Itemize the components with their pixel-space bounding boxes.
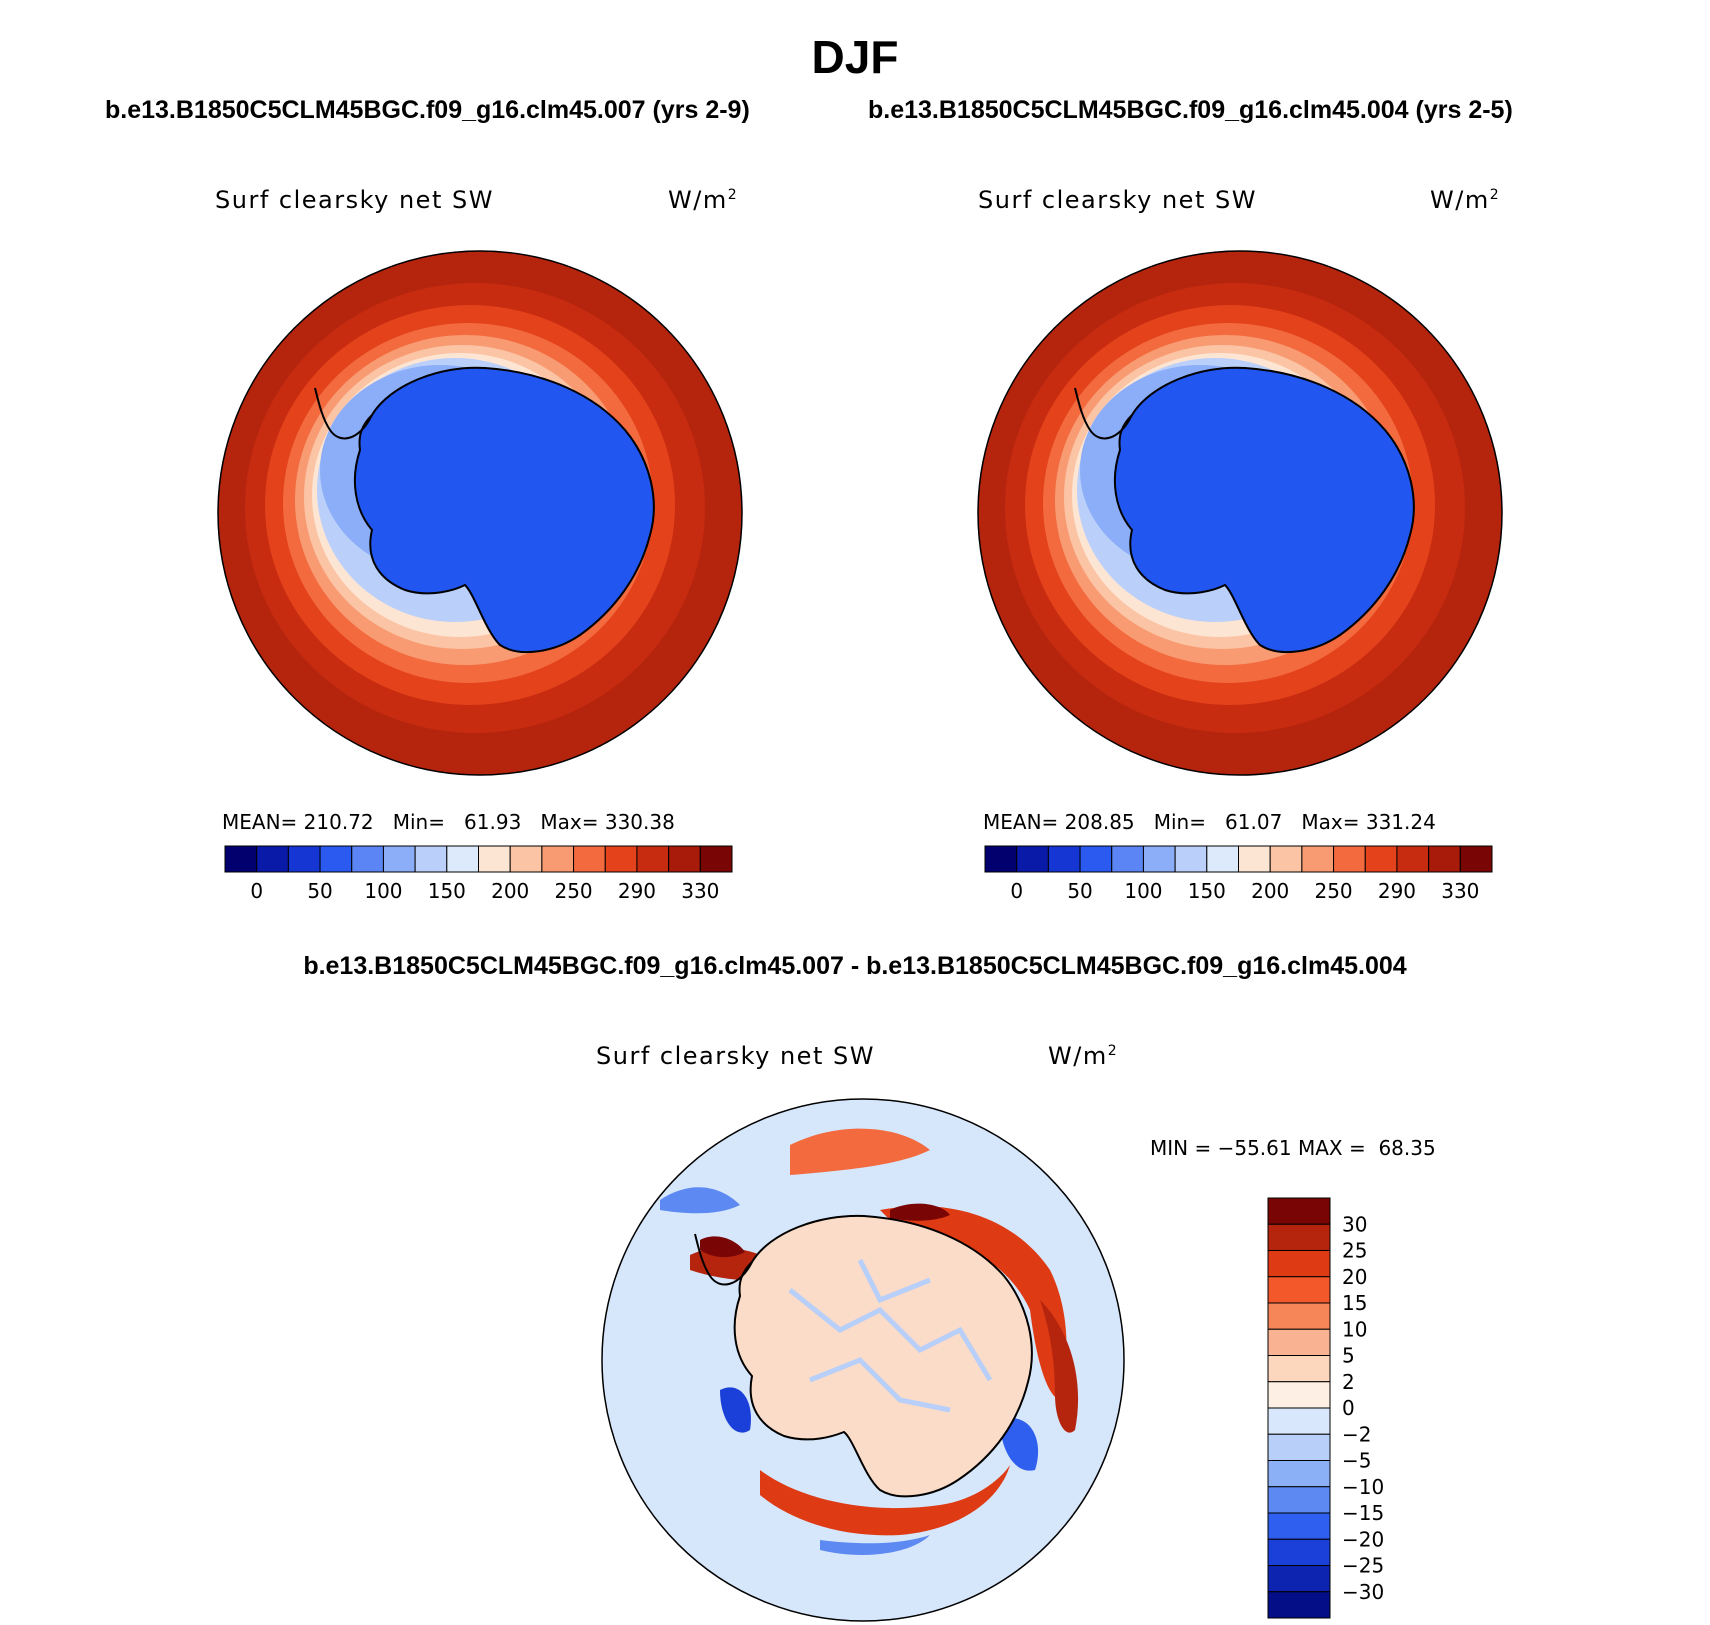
colorbar-tick-label: 25 — [1342, 1239, 1367, 1263]
colorbar-tick-label: −5 — [1342, 1449, 1371, 1473]
colorbar-tick-label: 15 — [1342, 1291, 1367, 1315]
colorbar-tick-label: 330 — [681, 879, 719, 903]
colorbar-tick-label: −25 — [1342, 1554, 1384, 1578]
colorbar-tick-label: 50 — [1067, 879, 1092, 903]
colorbar-tick-label: 250 — [1314, 879, 1352, 903]
colorbar-cell — [573, 845, 606, 873]
colorbar-cell — [1267, 1381, 1331, 1409]
colorbar-cell — [1267, 1302, 1331, 1330]
colorbar-cell — [1047, 845, 1081, 873]
colorbar-cell — [1142, 845, 1176, 873]
difference-map — [601, 1098, 1125, 1622]
colorbar-cell — [1267, 1538, 1331, 1566]
left-colorbar: 0 50 100 150 200 250 290 330 — [224, 845, 733, 903]
left-map — [217, 250, 743, 776]
colorbar-cell — [287, 845, 321, 873]
colorbar-cell — [319, 845, 353, 873]
colorbar-cell — [382, 845, 416, 873]
colorbar-cell — [1267, 1460, 1331, 1488]
colorbar-cell — [1364, 845, 1398, 873]
colorbar-cell — [604, 845, 638, 873]
colorbar-cell — [1269, 845, 1303, 873]
colorbar-cell — [256, 845, 289, 873]
colorbar-cell — [541, 845, 575, 873]
left-case-title: b.e13.B1850C5CLM45BGC.f09_g16.clm45.007 … — [105, 96, 750, 124]
colorbar-cell — [1238, 845, 1271, 873]
colorbar-cell — [1267, 1355, 1331, 1383]
colorbar-tick-label: 100 — [1124, 879, 1162, 903]
diff-stats: MIN = −55.61 MAX = 68.35 — [1150, 1136, 1436, 1160]
colorbar-tick-label: 10 — [1342, 1317, 1367, 1341]
colorbar-cell — [699, 845, 733, 873]
colorbar-cell — [1267, 1433, 1331, 1461]
colorbar-tick-label: −2 — [1342, 1422, 1371, 1446]
colorbar-tick-label: 330 — [1441, 879, 1479, 903]
colorbar-cell — [1267, 1565, 1331, 1593]
colorbar-tick-label: 0 — [1342, 1396, 1355, 1420]
colorbar-cell — [1301, 845, 1335, 873]
colorbar-tick-label: 0 — [250, 879, 263, 903]
colorbar-cell — [1459, 845, 1493, 873]
right-map — [977, 250, 1503, 776]
colorbar-cell — [1267, 1250, 1331, 1278]
colorbar-tick-label: 50 — [307, 879, 332, 903]
colorbar-cell — [1267, 1223, 1331, 1251]
colorbar-tick-label: 100 — [364, 879, 402, 903]
colorbar-cell — [1396, 845, 1430, 873]
colorbar-tick-label: 5 — [1342, 1344, 1355, 1368]
left-units-label: W/m2 — [668, 186, 739, 214]
colorbar-tick-label: −30 — [1342, 1580, 1384, 1604]
colorbar-tick-label: 20 — [1342, 1265, 1367, 1289]
colorbar-cell — [1079, 845, 1113, 873]
colorbar-cell — [509, 845, 543, 873]
left-stats: MEAN= 210.72 Min= 61.93 Max= 330.38 — [222, 810, 675, 834]
colorbar-tick-label: 200 — [1251, 879, 1289, 903]
colorbar-cell — [414, 845, 448, 873]
colorbar-cell — [1016, 845, 1049, 873]
left-variable-label: Surf clearsky net SW — [215, 186, 494, 214]
right-units-label: W/m2 — [1430, 186, 1501, 214]
colorbar-cell — [1333, 845, 1366, 873]
diff-units-label: W/m2 — [1048, 1042, 1119, 1070]
colorbar-tick-label: 0 — [1010, 879, 1023, 903]
colorbar-cell — [1267, 1276, 1331, 1304]
colorbar-tick-label: 150 — [428, 879, 466, 903]
right-variable-label: Surf clearsky net SW — [978, 186, 1257, 214]
colorbar-tick-label: 290 — [618, 879, 656, 903]
colorbar-cell — [224, 845, 258, 873]
colorbar-cell — [1267, 1197, 1331, 1225]
right-stats: MEAN= 208.85 Min= 61.07 Max= 331.24 — [983, 810, 1436, 834]
colorbar-cell — [1267, 1591, 1331, 1619]
colorbar-tick-label: 250 — [554, 879, 592, 903]
diff-variable-label: Surf clearsky net SW — [596, 1042, 875, 1070]
colorbar-cell — [478, 845, 511, 873]
colorbar-tick-label: 200 — [491, 879, 529, 903]
colorbar-tick-label: 30 — [1342, 1212, 1367, 1236]
colorbar-cell — [351, 845, 384, 873]
colorbar-tick-label: 2 — [1342, 1370, 1355, 1394]
colorbar-cell — [1428, 845, 1461, 873]
difference-title: b.e13.B1850C5CLM45BGC.f09_g16.clm45.007 … — [303, 952, 1407, 980]
colorbar-tick-label: 290 — [1378, 879, 1416, 903]
colorbar-cell — [446, 845, 479, 873]
colorbar-tick-label: 150 — [1188, 879, 1226, 903]
colorbar-tick-label: −10 — [1342, 1475, 1384, 1499]
colorbar-cell — [1206, 845, 1239, 873]
colorbar-cell — [1267, 1328, 1331, 1356]
colorbar-cell — [984, 845, 1018, 873]
colorbar-cell — [1267, 1407, 1331, 1435]
figure-title: DJF — [811, 31, 899, 83]
colorbar-cell — [1174, 845, 1208, 873]
colorbar-cell — [668, 845, 701, 873]
colorbar-cell — [1267, 1486, 1331, 1514]
right-colorbar: 0 50 100 150 200 250 290 330 — [984, 845, 1493, 903]
colorbar-cell — [1111, 845, 1144, 873]
colorbar-cell — [1267, 1512, 1331, 1540]
colorbar-tick-label: −20 — [1342, 1527, 1384, 1551]
colorbar-cell — [636, 845, 670, 873]
colorbar-tick-label: −15 — [1342, 1501, 1384, 1525]
right-case-title: b.e13.B1850C5CLM45BGC.f09_g16.clm45.004 … — [868, 96, 1513, 124]
